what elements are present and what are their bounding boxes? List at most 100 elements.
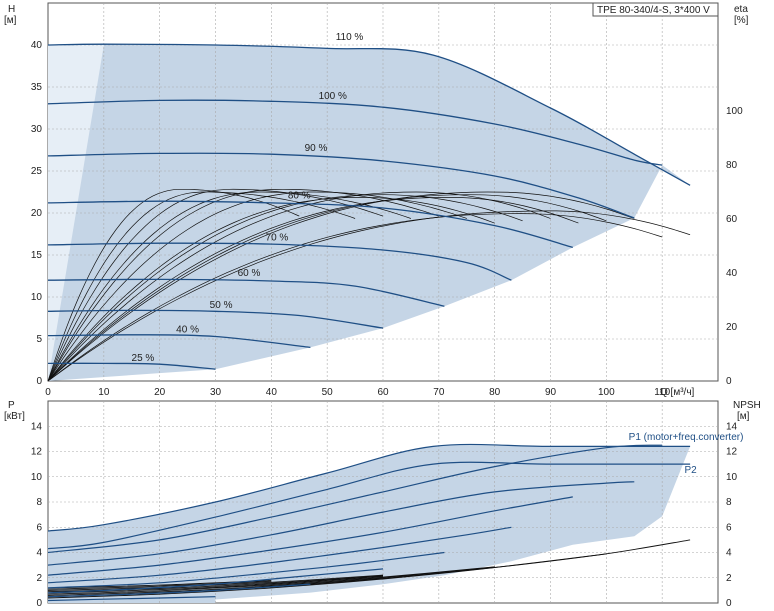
power-curve (47, 583, 311, 598)
npsh-curve (47, 580, 272, 590)
head-curve (47, 362, 216, 370)
power-curve (47, 444, 663, 554)
power-axis-name: P (8, 400, 15, 411)
power-curve-label: P1 (motor+freq.converter) (629, 432, 744, 443)
eta-tick-label: 100 (726, 106, 743, 117)
eta-tick-label: 80 (726, 160, 738, 171)
npsh-tick-label: 2 (726, 573, 732, 584)
power-operating-area (48, 444, 691, 603)
flow-tick-label: 30 (210, 387, 222, 398)
power-tick-label: 12 (31, 447, 43, 458)
head-curve (47, 99, 663, 166)
efficiency-curve (47, 213, 663, 382)
power-tick-label: 2 (36, 573, 42, 584)
flow-tick-label: 90 (545, 387, 557, 398)
npsh-tick-label: 0 (726, 598, 732, 609)
head-tick-label: 5 (36, 334, 42, 345)
flow-tick-label: 100 (598, 387, 615, 398)
npsh-axis-name: NPSH (733, 400, 761, 411)
power-tick-label: 6 (36, 522, 42, 533)
power-curve (47, 443, 691, 532)
npsh-tick-label: 4 (726, 548, 732, 559)
flow-tick-label: 20 (154, 387, 166, 398)
power-tick-label: 14 (31, 421, 43, 432)
power-tick-label: 4 (36, 548, 42, 559)
flow-tick-label: 40 (266, 387, 278, 398)
head-flow-panel: 110 % 100 % 90 % 80 % 70 % 60 % 50 % 40 % 25 % 0… (4, 2, 749, 398)
npsh-curve (47, 566, 495, 595)
power-tick-label: 0 (36, 598, 42, 609)
flow-tick-label: 110 (654, 387, 670, 398)
head-curve-label: 40 % (176, 324, 199, 335)
head-axis-unit: [м] (4, 15, 17, 26)
npsh-tick-label: 14 (726, 421, 738, 432)
head-curves: 110 % 100 % 90 % 80 % 70 % 60 % 50 % 40 % 25 % (47, 32, 691, 370)
head-tick-label: 35 (31, 82, 43, 93)
flow-tick-label: 0 (45, 387, 51, 398)
efficiency-curve (47, 197, 495, 382)
power-curve (47, 568, 384, 594)
power-curve-label: P2 (685, 465, 698, 476)
head-tick-label: 10 (31, 292, 43, 303)
efficiency-curve (47, 191, 467, 382)
efficiency-curve (47, 191, 412, 382)
head-tick-label: 30 (31, 124, 43, 135)
eta-tick-label: 20 (726, 322, 738, 333)
power-curve (47, 596, 216, 602)
power-axis-unit: [кВт] (4, 411, 25, 422)
head-curve (47, 334, 311, 349)
power-area-fill (48, 444, 691, 603)
head-curve (47, 200, 573, 249)
power-tick-label: 8 (36, 497, 42, 508)
efficiency-curve (47, 194, 523, 382)
head-curve-label: 70 % (266, 233, 289, 244)
eta-axis-name: eta (734, 4, 748, 15)
head-curve-label: 80 % (288, 191, 311, 202)
head-curve (47, 278, 445, 307)
flow-tick-label: 50 (322, 387, 334, 398)
power-curve (47, 461, 691, 550)
head-curve-label: 110 % (336, 32, 364, 43)
flow-tick-label: 10 (98, 387, 110, 398)
flow-tick-label: 80 (489, 387, 501, 398)
head-curve-label: 25 % (132, 353, 155, 364)
npsh-tick-label: 12 (726, 447, 738, 458)
npsh-curve (47, 574, 384, 591)
head-tick-label: 0 (36, 376, 42, 387)
power-axis-ticks: 0 2 4 6 8 10 12 14 0 2 4 6 8 10 12 14 (31, 421, 738, 609)
power-panel: P1 (motor+freq.converter)P2 024681012140… (4, 400, 761, 609)
efficiency-curve (47, 191, 635, 382)
head-tick-label: 20 (31, 208, 43, 219)
power-curves: P1 (motor+freq.converter) P2 (47, 432, 744, 602)
head-curve (47, 309, 384, 329)
power-curve (47, 496, 573, 576)
eta-tick-label: 60 (726, 214, 738, 225)
power-curve (47, 526, 512, 584)
head-axis-ticks: 0 10 20 30 40 50 60 70 80 90 100 110 0 5 10 15 20 25 30 35 4… (31, 40, 743, 398)
head-tick-label: 15 (31, 250, 43, 261)
eta-axis-unit: [%] (734, 15, 749, 26)
chart-title: TPE 80-340/4-S, 3*400 V (597, 5, 710, 16)
head-curve-label: 60 % (238, 268, 261, 279)
head-curve (47, 152, 635, 219)
flow-tick-label: 70 (433, 387, 445, 398)
flow-tick-label: 60 (377, 387, 389, 398)
power-curve (47, 551, 445, 589)
efficiency-curve (47, 191, 551, 382)
efficiency-curve (47, 188, 384, 382)
efficiency-curve (47, 194, 607, 382)
head-curve-label: 50 % (210, 300, 233, 311)
npsh-curve (47, 575, 384, 594)
head-curve (47, 242, 512, 281)
efficiency-curve (47, 188, 300, 382)
npsh-tick-label: 8 (726, 497, 732, 508)
head-curve-label: 100 % (319, 91, 347, 102)
eta-tick-label: 40 (726, 268, 738, 279)
eta-tick-label: 0 (726, 376, 732, 387)
npsh-tick-label: 10 (726, 472, 738, 483)
npsh-tick-label: 6 (726, 522, 732, 533)
head-axis-name: H (8, 4, 15, 15)
power-curve (47, 481, 635, 566)
